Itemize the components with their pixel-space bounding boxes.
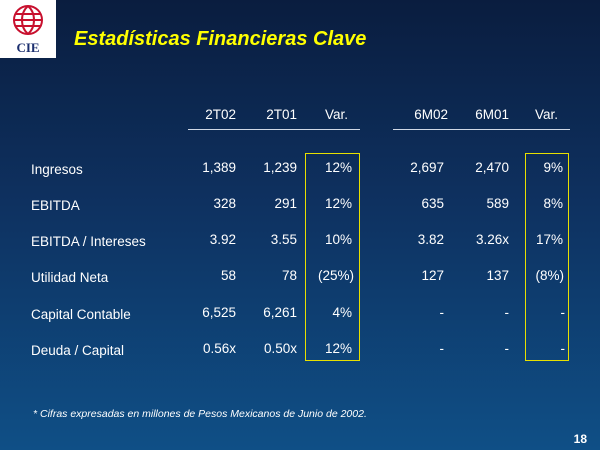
var-semester-highlight-box	[525, 153, 569, 361]
table-cell: (8%)	[535, 268, 564, 283]
cie-logo: CIE	[0, 0, 56, 58]
table-cell: 12%	[324, 341, 352, 356]
header-var-quarter: Var.	[324, 107, 348, 122]
table-cell: 8%	[543, 196, 563, 211]
table-cell: 10%	[324, 232, 352, 247]
table-cell: 3.92	[209, 232, 236, 247]
table-cell: 6,261	[263, 305, 297, 320]
table-cell: 2,697	[410, 160, 444, 175]
var-quarter-highlight-box	[305, 153, 360, 361]
header-2t02: 2T02	[205, 107, 236, 122]
table-cell: 635	[421, 196, 444, 211]
table-cell: 9%	[543, 160, 563, 175]
table-cell: 58	[220, 268, 236, 283]
table-cell: -	[560, 341, 566, 356]
header-divider-quarter	[188, 129, 360, 130]
page-number: 18	[573, 432, 587, 446]
table-cell: 3.82	[417, 232, 444, 247]
table-cell: 12%	[324, 196, 352, 211]
table-cell: -	[504, 341, 510, 356]
globe-icon	[13, 5, 43, 35]
table-cell: -	[504, 305, 510, 320]
header-divider-semester	[393, 129, 570, 130]
table-cell: 589	[486, 196, 509, 211]
row-label-ebitda: EBITDA	[31, 198, 80, 213]
header-6m02: 6M02	[414, 107, 448, 122]
table-cell: 1,239	[263, 160, 297, 175]
table-cell: 0.50x	[263, 341, 297, 356]
footnote: * Cifras expresadas en millones de Pesos…	[33, 408, 367, 420]
page-title: Estadísticas Financieras Clave	[74, 28, 367, 50]
row-label-capital-contable: Capital Contable	[31, 307, 131, 322]
table-cell: 78	[281, 268, 297, 283]
table-cell: -	[439, 305, 445, 320]
table-cell: 1,389	[202, 160, 236, 175]
table-cell: -	[560, 305, 566, 320]
table-cell: -	[439, 341, 445, 356]
row-label-ingresos: Ingresos	[31, 162, 83, 177]
table-cell: (25%)	[317, 268, 354, 283]
table-cell: 4%	[332, 305, 352, 320]
table-cell: 3.26x	[475, 232, 509, 247]
table-cell: 328	[213, 196, 236, 211]
table-cell: 2,470	[475, 160, 509, 175]
logo-text: CIE	[16, 40, 40, 55]
table-cell: 3.55	[270, 232, 297, 247]
row-label-ebitda-intereses: EBITDA / Intereses	[31, 234, 146, 249]
row-label-utilidad-neta: Utilidad Neta	[31, 270, 109, 285]
header-2t01: 2T01	[266, 107, 297, 122]
table-cell: 291	[274, 196, 297, 211]
table-cell: 6,525	[202, 305, 236, 320]
table-cell: 127	[421, 268, 444, 283]
table-cell: 0.56x	[202, 341, 236, 356]
header-var-semester: Var.	[534, 107, 558, 122]
table-cell: 137	[486, 268, 509, 283]
header-6m01: 6M01	[475, 107, 509, 122]
row-label-deuda-capital: Deuda / Capital	[31, 343, 125, 358]
table-cell: 17%	[535, 232, 563, 247]
table-cell: 12%	[324, 160, 352, 175]
